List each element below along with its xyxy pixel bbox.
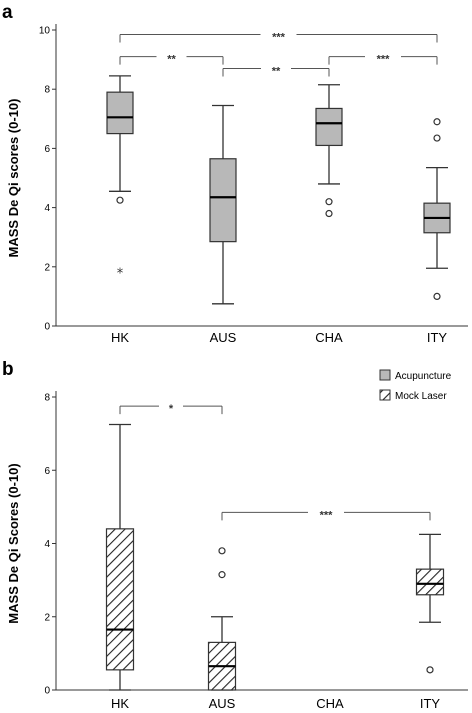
box-AUS <box>209 104 237 305</box>
x-category-label: ITY <box>420 696 441 711</box>
outlier-point <box>433 134 441 142</box>
y-tick-label: 6 <box>44 466 50 477</box>
x-category-label: ITY <box>427 330 448 345</box>
legend: Acupuncture Mock Laser <box>379 369 452 402</box>
legend-swatch-mock-laser <box>379 389 391 401</box>
legend-label: Mock Laser <box>395 391 447 402</box>
box-iqr <box>105 528 135 671</box>
y-axis-title: MASS De Qi scores (0-10) <box>6 99 21 258</box>
y-tick-label: 2 <box>44 262 50 273</box>
outlier-point <box>433 292 441 300</box>
box-HK <box>105 423 135 691</box>
significance-label: ** <box>167 54 176 66</box>
outlier-point <box>426 666 434 674</box>
outlier-point <box>433 118 441 126</box>
panel-label: a <box>2 2 13 23</box>
box-CHA <box>315 84 343 218</box>
x-category-label: HK <box>111 696 129 711</box>
extreme-outlier-star: * <box>117 267 124 282</box>
panel-a: a 0 2 4 6 8 10 MASS De Qi scores (0-10) HK AUS CHA… <box>2 2 468 345</box>
y-tick-label: 0 <box>44 686 50 697</box>
y-tick-label: 4 <box>44 539 50 550</box>
y-tick-label: 2 <box>44 612 50 623</box>
outlier-point <box>325 209 333 218</box>
y-tick-label: 8 <box>44 393 50 404</box>
significance-label: ** <box>272 65 281 77</box>
significance-bracket: *** <box>328 54 438 66</box>
significance-label: *** <box>320 509 334 521</box>
box-ITY <box>415 533 445 674</box>
legend-label: Acupuncture <box>395 371 452 382</box>
panel-label: b <box>2 359 14 380</box>
significance-label: *** <box>272 31 286 43</box>
significance-label: *** <box>377 54 391 66</box>
y-tick-label: 6 <box>44 144 50 155</box>
x-category-label: AUS <box>210 330 237 345</box>
significance-bracket: ** <box>222 65 330 77</box>
outlier-point <box>116 196 124 204</box>
x-category-label: AUS <box>209 696 236 711</box>
y-axis-title: MASS De Qi Scores (0-10) <box>6 463 21 623</box>
significance-bracket: * <box>119 403 223 415</box>
x-category-label: HK <box>111 330 129 345</box>
significance-bracket: *** <box>221 509 431 521</box>
y-tick-label: 4 <box>44 203 50 214</box>
outlier-point <box>218 571 226 579</box>
box-AUS <box>207 547 237 691</box>
significance-label: * <box>169 403 174 415</box>
box-HK: * <box>106 75 134 282</box>
outlier-point <box>218 547 226 555</box>
box-iqr <box>315 107 343 147</box>
box-iqr <box>106 91 134 135</box>
x-category-label: CHA <box>315 330 343 345</box>
panel-b: b 0 2 4 6 8 MASS De Qi Scores (0-10) HK AUS CHA IT… <box>2 359 468 711</box>
box-ITY <box>423 118 451 300</box>
legend-swatch-acupuncture <box>379 369 391 381</box>
y-tick-label: 10 <box>39 26 51 37</box>
y-tick-label: 8 <box>44 85 50 96</box>
box-iqr <box>415 568 445 596</box>
box-iqr <box>209 158 237 243</box>
outlier-point <box>325 198 333 206</box>
significance-bracket: *** <box>119 31 438 43</box>
significance-bracket: ** <box>119 54 224 66</box>
y-tick-label: 0 <box>44 322 50 333</box>
x-category-label: CHA <box>316 696 344 711</box>
